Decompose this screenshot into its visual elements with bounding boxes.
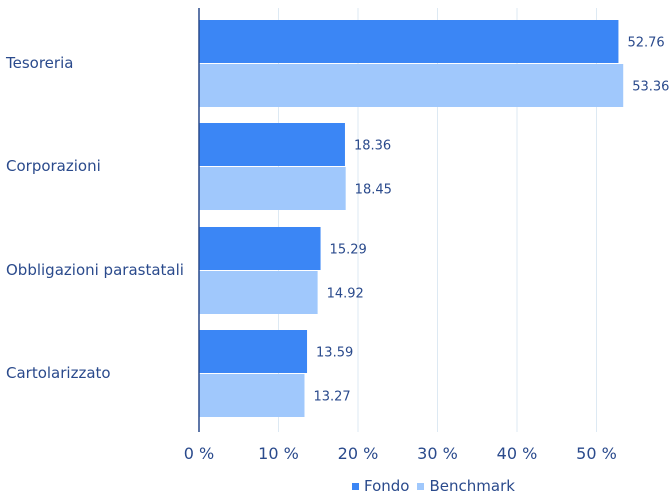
tick-label: 40 % — [497, 444, 538, 463]
tick-label: 20 % — [338, 444, 379, 463]
bar-benchmark-2 — [199, 271, 318, 314]
bar-fondo-1 — [199, 123, 345, 166]
bar-benchmark-3 — [199, 374, 305, 417]
bar-fondo-0 — [199, 20, 619, 63]
bar-benchmark-1 — [199, 167, 346, 210]
legend-swatch-benchmark — [417, 482, 425, 490]
category-labels: Tesoreria Corporazioni Obbligazioni parast… — [5, 54, 184, 382]
legend-label-fondo: Fondo — [364, 477, 410, 495]
tick-label: 0 % — [184, 444, 214, 463]
data-label: 52.76 — [627, 36, 664, 51]
tick-label: 10 % — [258, 444, 299, 463]
data-label: 14.92 — [327, 287, 364, 302]
legend-item-benchmark: Benchmark — [417, 477, 515, 495]
legend-label-benchmark: Benchmark — [429, 477, 515, 495]
category-label: Tesoreria — [5, 54, 73, 72]
tick-label: 50 % — [576, 444, 617, 463]
x-axis-ticks: 0 % 10 % 20 % 30 % 40 % 50 % — [184, 444, 617, 463]
legend-swatch-fondo — [352, 482, 359, 490]
bars — [199, 20, 624, 417]
legend-item-fondo: Fondo — [352, 477, 409, 495]
data-label: 53.36 — [632, 80, 669, 95]
legend: Fondo Benchmark — [352, 477, 523, 495]
data-label: 15.29 — [330, 243, 367, 258]
data-label: 13.59 — [316, 346, 353, 361]
data-label: 13.27 — [313, 390, 350, 405]
tick-label: 30 % — [417, 444, 458, 463]
category-label: Cartolarizzato — [6, 364, 111, 382]
bar-fondo-2 — [199, 227, 321, 270]
value-labels: 52.76 53.36 18.36 18.45 15.29 14.92 13.59 13.27 — [313, 36, 669, 405]
data-label: 18.45 — [355, 183, 392, 198]
bar-fondo-3 — [199, 330, 308, 373]
category-label: Corporazioni — [6, 157, 101, 175]
category-label: Obbligazioni parastatali — [6, 261, 184, 279]
bar-benchmark-0 — [199, 64, 624, 107]
data-label: 18.36 — [354, 139, 391, 154]
